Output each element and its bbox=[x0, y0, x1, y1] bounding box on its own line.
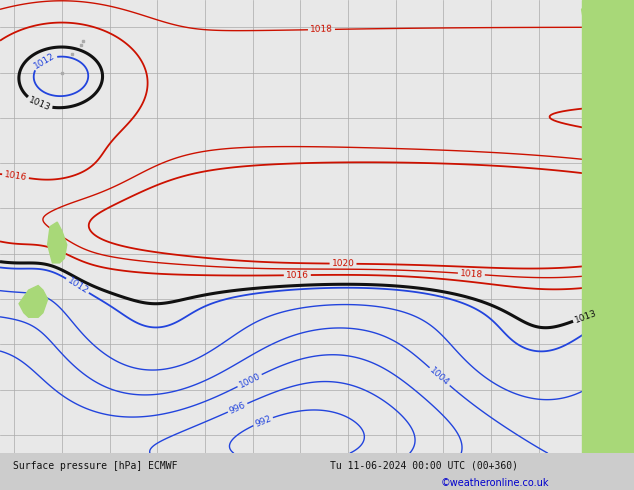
Polygon shape bbox=[581, 0, 634, 453]
Text: Tu 11-06-2024 00:00 UTC (00+360): Tu 11-06-2024 00:00 UTC (00+360) bbox=[330, 461, 518, 470]
Text: 992: 992 bbox=[254, 414, 273, 429]
Text: 1008: 1008 bbox=[605, 356, 630, 378]
Text: 1016: 1016 bbox=[3, 170, 27, 182]
Text: 1012: 1012 bbox=[65, 276, 89, 295]
Polygon shape bbox=[48, 222, 67, 263]
Text: 1012: 1012 bbox=[32, 51, 56, 71]
Text: 1004: 1004 bbox=[615, 413, 634, 435]
Text: 1018: 1018 bbox=[310, 25, 333, 34]
Text: 1000: 1000 bbox=[237, 371, 262, 390]
Text: ©weatheronline.co.uk: ©weatheronline.co.uk bbox=[440, 478, 549, 488]
Text: 1004: 1004 bbox=[428, 366, 451, 388]
Text: 1016: 1016 bbox=[286, 270, 309, 280]
Text: 1020: 1020 bbox=[332, 259, 354, 269]
Text: 996: 996 bbox=[228, 400, 247, 416]
Text: 1013: 1013 bbox=[573, 308, 598, 325]
Text: 1016: 1016 bbox=[611, 128, 634, 141]
Text: Surface pressure [hPa] ECMWF: Surface pressure [hPa] ECMWF bbox=[13, 461, 177, 470]
Text: 1018: 1018 bbox=[460, 269, 483, 279]
Text: 1013: 1013 bbox=[27, 96, 52, 113]
Polygon shape bbox=[581, 0, 634, 453]
Polygon shape bbox=[19, 286, 48, 318]
